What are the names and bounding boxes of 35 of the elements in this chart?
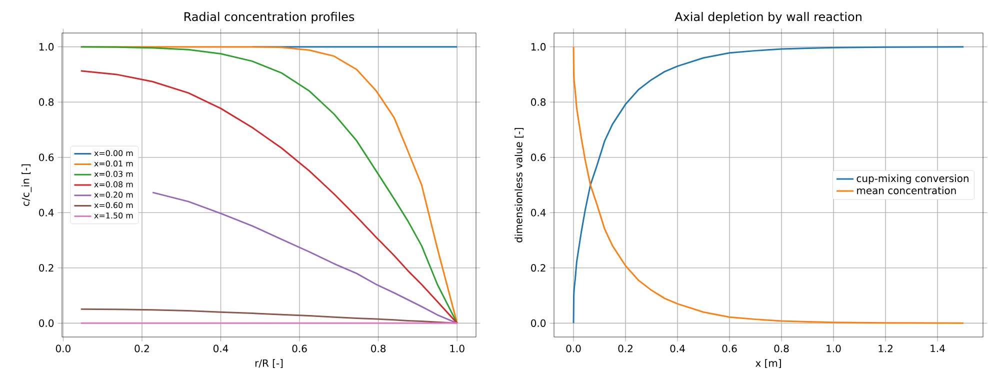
y-tick-label: 0.4 bbox=[39, 208, 54, 216]
x-tick-label: 0.0 bbox=[56, 344, 70, 352]
x-tick-label: 1.0 bbox=[826, 344, 841, 352]
x-tick-label: 0.6 bbox=[722, 344, 737, 352]
y-tick-label: 0.6 bbox=[39, 154, 54, 162]
x-tick-label: 1.4 bbox=[930, 344, 945, 352]
chart-title: Radial concentration profiles bbox=[184, 12, 354, 24]
legend-label: cup-mixing conversion bbox=[856, 174, 968, 184]
y-tick-label: 0.8 bbox=[531, 98, 546, 106]
x-tick-label: 0.0 bbox=[566, 344, 581, 352]
x-tick-label: 0.8 bbox=[774, 344, 789, 352]
y-axis-title: dimensionless value [-] bbox=[514, 128, 524, 242]
y-tick-label: 0.4 bbox=[531, 208, 546, 216]
y-tick-label: 0.2 bbox=[39, 264, 54, 272]
legend-label: mean concentration bbox=[857, 186, 956, 194]
y-tick-label: 1.0 bbox=[531, 43, 546, 51]
x-axis-title: x [m] bbox=[756, 359, 781, 368]
y-axis-title: c/c_in [-] bbox=[22, 164, 32, 206]
x-tick-label: 0.2 bbox=[134, 344, 149, 352]
x-tick-label: 0.6 bbox=[292, 344, 307, 352]
x-tick-label: 0.4 bbox=[670, 344, 685, 352]
y-tick-label: 0.0 bbox=[531, 319, 546, 327]
chart-title: Axial depletion by wall reaction bbox=[674, 12, 862, 24]
x-tick-label: 0.2 bbox=[618, 344, 632, 352]
y-tick-label: 0.2 bbox=[531, 264, 546, 272]
x-tick-label: 0.4 bbox=[213, 344, 228, 352]
y-tick-label: 0.0 bbox=[39, 319, 54, 327]
x-tick-label: 1.0 bbox=[450, 344, 464, 352]
x-tick-label: 0.8 bbox=[371, 344, 386, 352]
x-axis-title: r/R [-] bbox=[255, 359, 283, 368]
line-series bbox=[152, 192, 458, 324]
y-tick-label: 1.0 bbox=[39, 43, 54, 51]
y-tick-label: 0.8 bbox=[39, 98, 54, 106]
y-tick-label: 0.6 bbox=[531, 154, 546, 162]
x-tick-label: 1.2 bbox=[878, 344, 892, 352]
